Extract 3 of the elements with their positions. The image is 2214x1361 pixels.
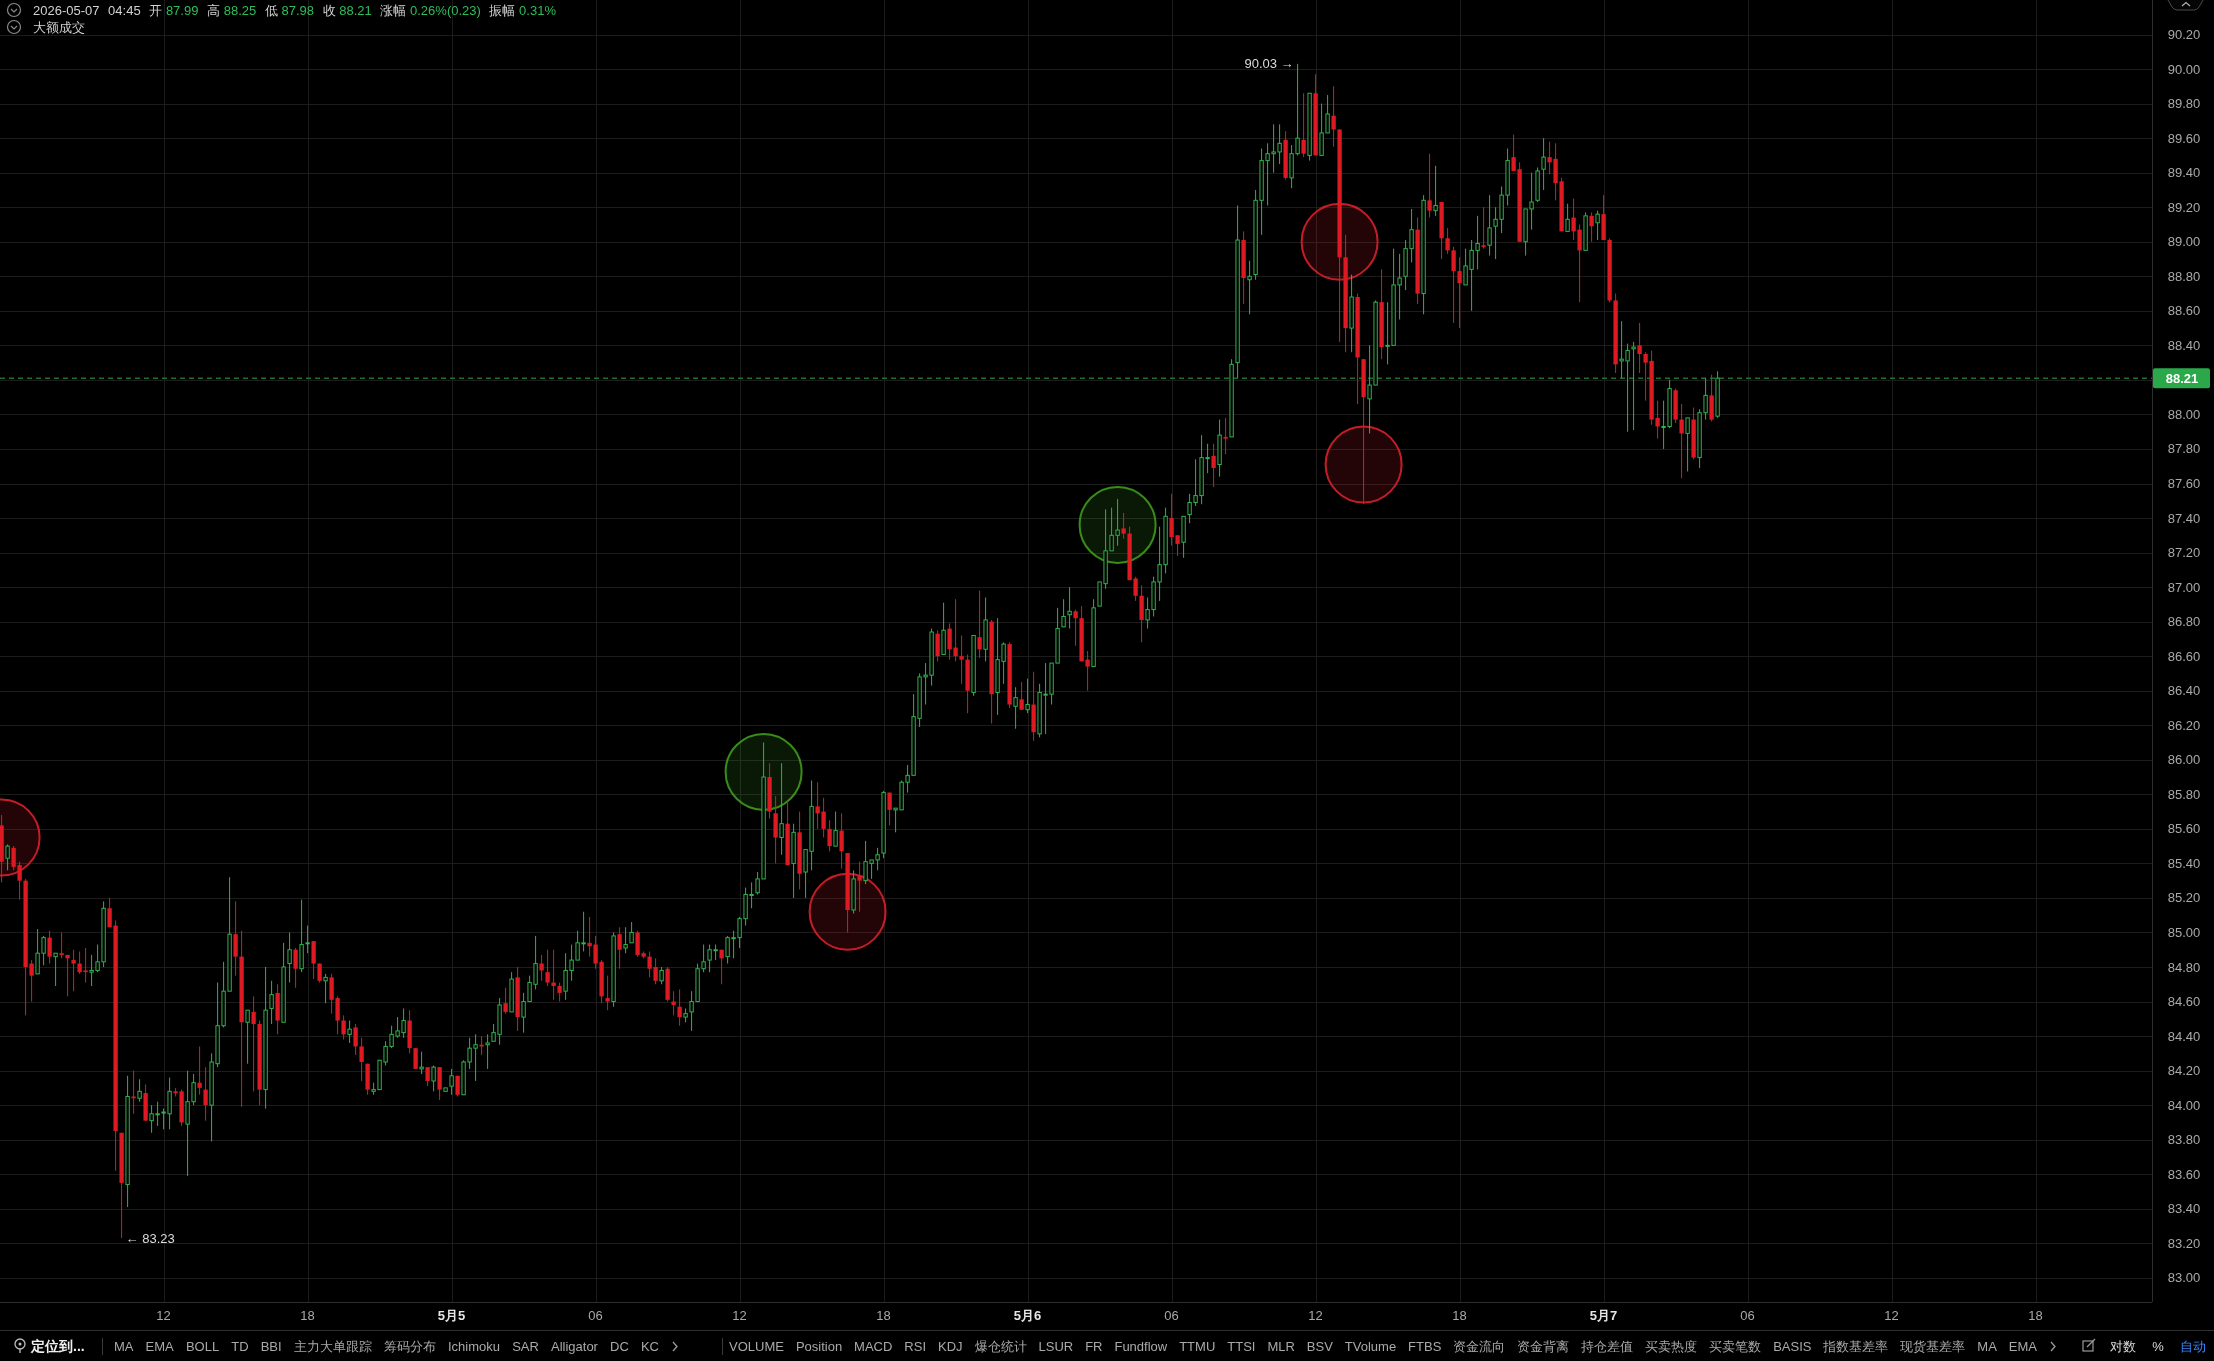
header: 2026-05-07 04:45 开 87.99 高 88.25 低 87.98 收 88.21 涨幅 0.26%(0.23) 振幅 0.31%: [33, 2, 556, 18]
annotation: 90.03 →: [1244, 56, 1294, 72]
annotation: ← 83.23: [125, 1230, 175, 1246]
